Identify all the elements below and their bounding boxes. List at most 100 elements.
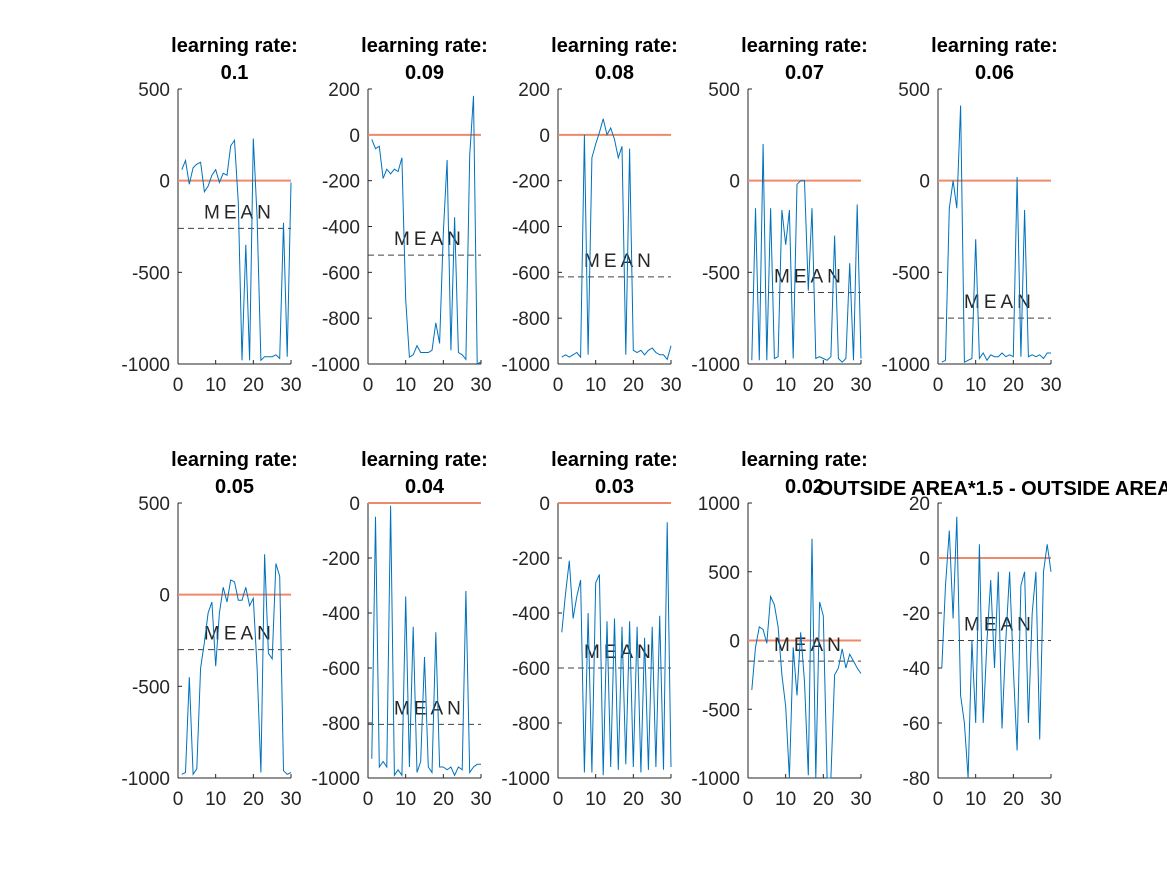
x-tick-label: 30 [280, 789, 301, 810]
y-tick-label: -60 [903, 714, 930, 735]
series-line [371, 505, 481, 777]
x-tick-label: 20 [433, 375, 454, 396]
y-tick-label: 0 [159, 586, 170, 607]
x-tick-label: 30 [850, 375, 871, 396]
y-tick-label: 0 [159, 172, 170, 193]
x-tick-label: 0 [173, 375, 184, 396]
y-tick-label: 500 [898, 80, 930, 101]
y-tick-label: -1000 [501, 355, 550, 376]
series-line [181, 554, 292, 776]
subplot-title-line2: 0.09 [405, 62, 444, 84]
y-tick-label: -400 [512, 604, 550, 625]
mean-label: MEAN [394, 229, 465, 250]
x-tick-label: 30 [660, 375, 681, 396]
x-tick-label: 30 [660, 789, 681, 810]
x-tick-label: 0 [173, 789, 184, 810]
x-tick-label: 30 [850, 789, 871, 810]
series-line [561, 522, 672, 776]
mean-label: MEAN [394, 698, 465, 719]
subplot-title-line2: 0.04 [405, 476, 445, 498]
x-tick-label: 30 [470, 375, 491, 396]
y-tick-label: 500 [708, 80, 740, 101]
series-line [751, 143, 862, 363]
series-line [751, 538, 862, 779]
y-tick-label: -800 [512, 309, 550, 330]
y-tick-label: 500 [708, 563, 740, 584]
y-tick-label: -200 [512, 549, 550, 570]
subplot-2: learning rate:0.092000-200-400-600-800-1… [311, 35, 491, 396]
y-tick-label: 20 [909, 494, 930, 515]
y-tick-label: 200 [328, 80, 360, 101]
y-tick-label: -400 [322, 604, 360, 625]
x-tick-label: 0 [363, 789, 374, 810]
y-tick-label: -40 [903, 659, 930, 680]
y-tick-label: -200 [322, 549, 360, 570]
y-tick-label: -1000 [501, 769, 550, 790]
mean-label: MEAN [964, 292, 1035, 313]
series-line [181, 138, 292, 362]
x-tick-label: 10 [775, 375, 796, 396]
y-tick-label: -1000 [691, 769, 740, 790]
y-tick-label: 500 [138, 80, 170, 101]
y-tick-label: -600 [322, 263, 360, 284]
x-tick-label: 10 [395, 789, 416, 810]
x-tick-label: 10 [965, 789, 986, 810]
y-tick-label: -400 [512, 218, 550, 239]
x-tick-label: 10 [205, 375, 226, 396]
y-tick-label: 0 [729, 632, 740, 653]
y-tick-label: 1000 [698, 494, 740, 515]
y-tick-label: 0 [349, 126, 360, 147]
x-tick-label: 30 [1040, 375, 1061, 396]
y-tick-label: -20 [903, 604, 930, 625]
y-tick-label: -1000 [121, 769, 170, 790]
x-tick-label: 20 [813, 375, 834, 396]
subplot-title-line1: learning rate: [931, 35, 1058, 57]
subplot-8: learning rate: 0.03 0 -200 -400 -600 -800 -1000… [501, 449, 681, 810]
subplot-title-line1: learning rate: [551, 35, 678, 57]
subplot-title-line2: 0.07 [785, 62, 824, 84]
series-line [371, 95, 482, 365]
x-tick-label: 10 [965, 375, 986, 396]
subplot-title-line2: 0.03 [595, 476, 634, 498]
x-tick-label: 20 [623, 375, 644, 396]
y-tick-label: -800 [322, 714, 360, 735]
y-tick-label: -600 [512, 263, 550, 284]
x-tick-label: 0 [743, 375, 754, 396]
y-tick-label: -600 [512, 659, 550, 680]
y-tick-label: -400 [322, 218, 360, 239]
x-tick-label: 10 [775, 789, 796, 810]
x-tick-label: 30 [1040, 789, 1061, 810]
x-tick-label: 30 [470, 789, 491, 810]
y-tick-label: -500 [702, 700, 740, 721]
y-tick-label: -500 [702, 263, 740, 284]
series-line [941, 516, 1052, 779]
y-tick-label: 500 [138, 494, 170, 515]
x-tick-label: 0 [743, 789, 754, 810]
y-tick-label: -500 [892, 263, 930, 284]
subplot-title-line2: 0.06 [975, 62, 1014, 84]
x-tick-label: 20 [1003, 375, 1024, 396]
y-tick-label: -1000 [311, 769, 360, 790]
x-tick-label: 20 [1003, 789, 1024, 810]
x-tick-label: 20 [623, 789, 644, 810]
y-tick-label: -500 [132, 677, 170, 698]
y-tick-label: -80 [903, 769, 930, 790]
x-tick-label: 10 [585, 375, 606, 396]
y-tick-label: 0 [919, 549, 930, 570]
subplot-title-line2: 0.02 [785, 476, 824, 498]
y-tick-label: -800 [512, 714, 550, 735]
x-tick-label: 0 [933, 375, 944, 396]
subplot-title-line1: learning rate: [361, 449, 488, 471]
y-tick-label: -600 [322, 659, 360, 680]
x-tick-label: 30 [280, 375, 301, 396]
y-tick-label: 200 [518, 80, 550, 101]
x-tick-label: 20 [433, 789, 454, 810]
x-tick-label: 10 [395, 375, 416, 396]
subplot-10: OUTSIDE AREA*1.5 - OUTSIDE AREA200-20-40… [817, 478, 1167, 810]
x-tick-label: 10 [585, 789, 606, 810]
y-tick-label: -1000 [121, 355, 170, 376]
